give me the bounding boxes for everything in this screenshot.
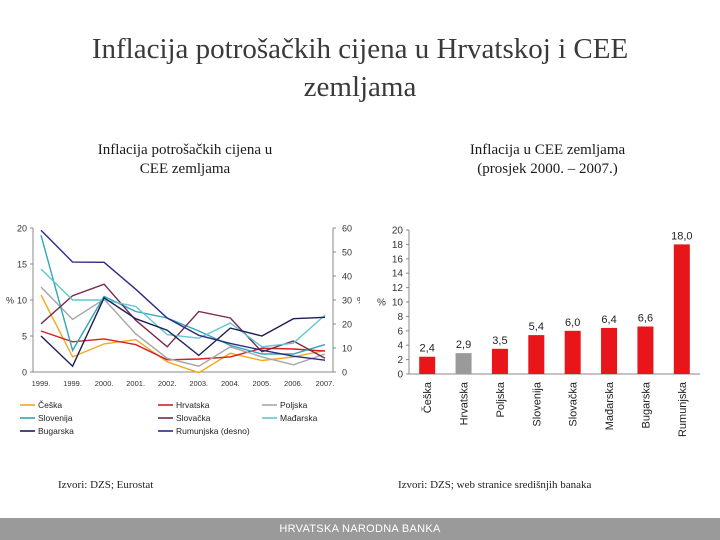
- legend-label-slovenija: Slovenija: [38, 413, 73, 423]
- legend-label-hrvatska: Hrvatska: [176, 400, 210, 410]
- bar-category-label-ceska: Češka: [421, 381, 434, 413]
- footer-bar: [0, 518, 720, 540]
- series-line-hrvatska: [40, 330, 326, 361]
- bar-category-label-rumunjska: Rumunjska: [677, 381, 689, 437]
- footer-label: HRVATSKA NARODNA BANKA: [279, 523, 441, 535]
- bar-y-tick-label: 8: [397, 312, 403, 323]
- x-tick-label: 1999.: [63, 379, 82, 388]
- bar-data-label-hrvatska: 2,9: [456, 339, 471, 351]
- bar-y-tick-label: 18: [392, 240, 404, 251]
- bar-slovenija: [528, 335, 545, 374]
- bar-y-axis-label: %: [377, 298, 386, 309]
- bar-data-label-madarska: 6,4: [601, 314, 616, 326]
- x-tick-label: 2000.: [95, 379, 114, 388]
- bar-bugarska: [637, 326, 654, 374]
- bar-y-tick-label: 4: [397, 341, 403, 352]
- bar-y-tick-label: 12: [392, 283, 404, 294]
- x-tick-label: 2001.: [126, 379, 145, 388]
- y-right-tick-label: 20: [342, 320, 352, 330]
- bar-y-tick-label: 20: [392, 226, 404, 237]
- x-tick-label: 2007.: [316, 379, 335, 388]
- y-tick-label: 0: [22, 368, 27, 378]
- bar-y-tick-label: 6: [397, 326, 403, 337]
- bar-y-tick-label: 14: [392, 269, 404, 280]
- y-right-tick-label: 10: [342, 344, 352, 354]
- bar-y-tick-label: 16: [392, 254, 404, 265]
- y-right-tick-label: 50: [342, 248, 352, 258]
- slide-title: Inflacija potrošačkih cijena u Hrvatskoj…: [91, 33, 629, 103]
- y-right-tick-label: 0: [342, 368, 347, 378]
- bar-data-label-slovenija: 5,4: [529, 321, 544, 333]
- bar-slovacka: [564, 330, 581, 374]
- series-line-rumunjska-desno: [40, 229, 326, 361]
- bar-y-tick-label: 2: [397, 355, 403, 366]
- left-chart-title: Inflacija potrošačkih cijena u CEE zemlj…: [97, 142, 273, 177]
- bar-y-tick-label: 0: [397, 370, 403, 381]
- series-line-slovacka: [40, 283, 326, 359]
- bar-data-label-rumunjska: 18,0: [671, 230, 692, 242]
- bar-madarska: [601, 327, 618, 374]
- bar-category-label-madarska: Mađarska: [604, 381, 616, 430]
- y-tick-label: 15: [17, 260, 27, 270]
- right-chart-source: Izvori: DZS; web stranice središnjih ban…: [398, 479, 592, 491]
- series-line-madarska: [40, 268, 326, 348]
- bar-ceska: [419, 356, 436, 374]
- right-chart-title: Inflacija u CEE zemljama (prosjek 2000. …: [469, 142, 626, 177]
- bar-category-label-slovacka: Slovačka: [568, 381, 580, 427]
- x-tick-label: 2006.: [284, 379, 303, 388]
- bar-category-label-slovenija: Slovenija: [531, 381, 543, 427]
- legend-label-poljska: Poljska: [280, 400, 308, 410]
- y-tick-label: 5: [22, 332, 27, 342]
- bar-data-label-ceska: 2,4: [420, 343, 435, 355]
- series-line-bugarska: [40, 296, 326, 368]
- bar-data-label-poljska: 3,5: [492, 335, 507, 347]
- x-tick-label: 2005.: [252, 379, 271, 388]
- line-chart: 0 5 10 15 20% 0 10 20 30 40 50 60% 1999. 1999. 2000. 20…: [6, 224, 360, 437]
- bar-chart: 0 2 4 6 8 10 12 14 16 18 20% 2,4 Češka 2,9 Hrvatska 3,5…: [377, 226, 700, 437]
- legend-label-ceska: Češka: [38, 400, 62, 410]
- bar-data-label-slovacka: 6,0: [565, 317, 580, 329]
- y-axis-label: %: [6, 296, 14, 306]
- bar-rumunjska: [673, 244, 690, 374]
- x-tick-label: 2002.: [158, 379, 177, 388]
- x-tick-label: 2004.: [221, 379, 240, 388]
- legend-label-slovacka: Slovačka: [176, 413, 211, 423]
- bar-data-label-bugarska: 6,6: [638, 312, 653, 324]
- series-line-poljska: [40, 286, 326, 367]
- legend-label-rumunjska-desno: Rumunjska (desno): [176, 426, 250, 436]
- y-tick-label: 20: [17, 224, 27, 234]
- bar-poljska: [491, 348, 508, 374]
- bar-category-label-hrvatska: Hrvatska: [459, 381, 471, 425]
- bar-category-label-poljska: Poljska: [495, 381, 507, 417]
- y-right-tick-label: 40: [342, 272, 352, 282]
- bar-y-tick-label: 10: [392, 298, 404, 309]
- series-line-slovenija: [40, 235, 326, 355]
- y-tick-label: 10: [17, 296, 27, 306]
- left-chart-source: Izvori: DZS; Eurostat: [58, 479, 154, 491]
- y-right-tick-label: 60: [342, 224, 352, 234]
- bar-hrvatska: [455, 353, 472, 374]
- x-tick-label: 2003.: [189, 379, 208, 388]
- series-line-ceska: [40, 294, 326, 374]
- y-right-axis-label: %: [357, 296, 360, 306]
- x-tick-label: 1999.: [32, 379, 51, 388]
- legend-label-bugarska: Bugarska: [38, 426, 74, 436]
- legend-label-madarska: Mađarska: [280, 413, 318, 423]
- y-right-tick-label: 30: [342, 296, 352, 306]
- bar-category-label-bugarska: Bugarska: [640, 381, 652, 428]
